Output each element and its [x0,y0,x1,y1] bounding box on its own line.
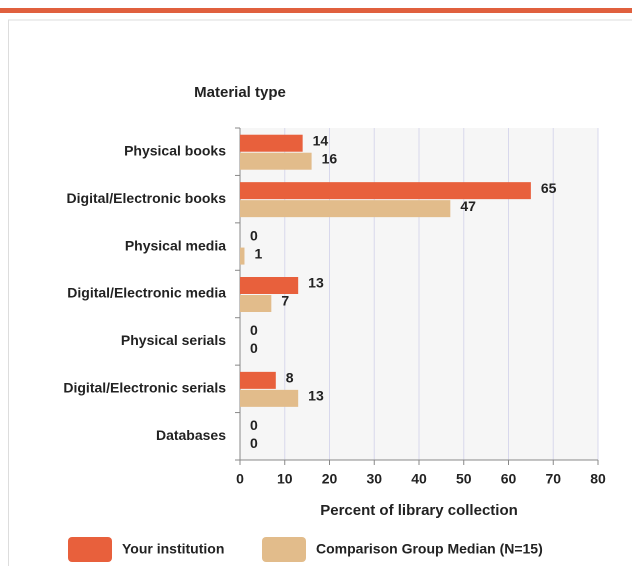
y-tick-label: Digital/Electronic media [67,285,226,301]
bar [240,295,272,312]
x-tick-label: 10 [277,471,293,487]
bar [240,371,276,389]
bar [240,182,531,200]
bar [240,247,245,265]
x-tick-label: 40 [411,471,427,487]
y-tick-label: Physical media [125,237,226,253]
value-label: 0 [250,227,258,243]
bar [240,389,299,407]
value-label: 7 [281,293,289,309]
value-label: 0 [250,417,258,433]
y-tick-label: Physical books [124,142,226,158]
chart-title: Material type [194,84,286,101]
x-tick-label: 20 [322,471,338,487]
y-tick-label: Digital/Electronic serials [63,380,226,396]
value-label: 47 [460,198,476,214]
bar [240,200,451,218]
x-tick-label: 60 [501,471,517,487]
legend-swatch [262,537,306,562]
legend-swatch [68,537,112,562]
x-tick-label: 70 [545,471,561,487]
x-tick-label: 0 [236,471,244,487]
legend-label: Comparison Group Median (N=15) [316,541,543,557]
top-bar [0,8,632,13]
bar [240,134,303,152]
value-label: 0 [250,340,258,356]
bar [240,152,312,170]
value-label: 16 [322,150,338,166]
x-tick-label: 80 [590,471,606,487]
x-tick-label: 30 [366,471,382,487]
value-label: 1 [254,245,262,261]
value-label: 14 [313,132,329,148]
y-tick-label: Digital/Electronic books [67,190,227,206]
value-label: 13 [308,388,324,404]
x-axis-title: Percent of library collection [320,502,518,519]
bar [240,277,299,294]
value-label: 0 [250,322,258,338]
legend-label: Your institution [122,541,224,557]
value-label: 0 [250,435,258,451]
y-tick-label: Databases [156,427,226,443]
x-tick-label: 50 [456,471,472,487]
value-label: 13 [308,275,324,291]
y-tick-label: Physical serials [121,332,226,348]
value-label: 8 [286,370,294,386]
value-label: 65 [541,180,557,196]
